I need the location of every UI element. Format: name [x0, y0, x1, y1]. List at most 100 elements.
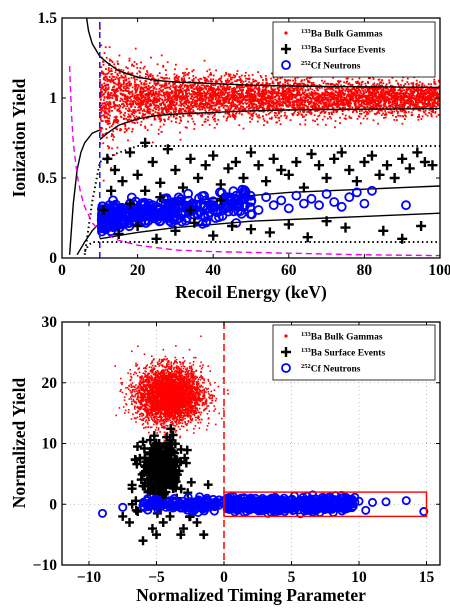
- gamma-point: [294, 107, 297, 110]
- gamma-point: [136, 86, 139, 89]
- gamma-point: [263, 91, 266, 94]
- gamma-point: [324, 93, 327, 96]
- gamma-point: [165, 101, 168, 103]
- gamma-point: [248, 97, 250, 99]
- gamma-point: [104, 84, 107, 87]
- gamma-point: [192, 109, 195, 112]
- gamma-point: [388, 89, 391, 92]
- gamma-point: [118, 72, 121, 74]
- gamma-point: [131, 64, 133, 67]
- gamma-point: [181, 94, 184, 97]
- gamma-point: [286, 101, 289, 104]
- gamma-point: [195, 86, 198, 88]
- gamma-point: [179, 83, 182, 86]
- gamma-point: [257, 116, 260, 119]
- gamma-point: [129, 103, 131, 105]
- gamma-point: [276, 77, 279, 80]
- gamma-point: [353, 89, 356, 91]
- gamma-point: [274, 88, 276, 91]
- gamma-point: [245, 103, 248, 105]
- gamma-point: [362, 117, 365, 120]
- gamma-point: [234, 115, 236, 117]
- gamma-point: [352, 87, 355, 90]
- gamma-point: [332, 111, 335, 113]
- gamma-point: [104, 110, 107, 113]
- gamma-point: [122, 86, 125, 88]
- gamma-point: [368, 77, 370, 79]
- gamma-point: [173, 111, 175, 113]
- gamma-point: [370, 92, 372, 95]
- gamma-point: [421, 105, 424, 108]
- gamma-point: [106, 80, 109, 83]
- gamma-point: [401, 109, 404, 111]
- gamma-point: [112, 105, 115, 108]
- gamma-point: [107, 69, 110, 71]
- gamma-point: [366, 99, 368, 101]
- gamma-point: [253, 80, 256, 83]
- gamma-point: [132, 115, 135, 117]
- gamma-point: [232, 109, 235, 112]
- gamma-point: [107, 72, 110, 74]
- gamma-point: [292, 114, 294, 117]
- gamma-point: [219, 94, 222, 96]
- gamma-point: [361, 109, 363, 112]
- gamma-point: [251, 103, 253, 106]
- gamma-point: [334, 98, 336, 100]
- gamma-point: [413, 90, 416, 93]
- gamma-point: [149, 102, 152, 105]
- gamma-point: [271, 105, 273, 108]
- gamma-point: [227, 108, 229, 111]
- gamma-point: [429, 104, 432, 107]
- gamma-point: [233, 103, 236, 106]
- gamma-point: [192, 84, 195, 87]
- gamma-point: [286, 100, 288, 102]
- gamma-point: [198, 85, 201, 88]
- gamma-point: [134, 96, 137, 99]
- gamma-point: [215, 93, 218, 96]
- gamma-point: [162, 77, 165, 80]
- gamma-point: [101, 107, 104, 110]
- gamma-point: [336, 100, 339, 102]
- gamma-point: [334, 126, 336, 129]
- gamma-point: [166, 86, 168, 89]
- gamma-point: [354, 100, 356, 102]
- gamma-point: [362, 90, 364, 92]
- gamma-point: [196, 93, 199, 96]
- gamma-point: [411, 87, 413, 89]
- gamma-point: [408, 87, 411, 90]
- gamma-point: [345, 77, 348, 80]
- gamma-point: [152, 91, 155, 94]
- gamma-point: [246, 78, 249, 80]
- gamma-point: [145, 104, 147, 107]
- gamma-point: [388, 91, 391, 94]
- gamma-point: [197, 78, 200, 81]
- gamma-point: [234, 97, 237, 100]
- gamma-point: [429, 99, 431, 102]
- gamma-point: [153, 118, 156, 121]
- gamma-point: [414, 99, 417, 101]
- gamma-point: [297, 93, 299, 96]
- gamma-point: [289, 102, 291, 105]
- gamma-point: [296, 89, 299, 92]
- gamma-point: [267, 97, 269, 100]
- gamma-point: [173, 88, 176, 90]
- gamma-point: [116, 109, 119, 112]
- gamma-point: [110, 67, 113, 70]
- gamma-point: [334, 91, 337, 93]
- gamma-point: [306, 83, 309, 86]
- gamma-point: [181, 97, 184, 100]
- gamma-point: [390, 94, 393, 97]
- gamma-point: [274, 103, 277, 105]
- gamma-point: [323, 95, 326, 97]
- gamma-point: [201, 102, 203, 105]
- gamma-point: [145, 101, 148, 104]
- gamma-point: [116, 146, 119, 149]
- gamma-point: [116, 87, 118, 90]
- gamma-point: [151, 85, 154, 87]
- gamma-point: [106, 107, 109, 110]
- gamma-point: [265, 78, 268, 81]
- gamma-point: [159, 89, 162, 92]
- gamma-point: [265, 82, 268, 85]
- gamma-point: [181, 90, 184, 93]
- gamma-point: [310, 83, 313, 86]
